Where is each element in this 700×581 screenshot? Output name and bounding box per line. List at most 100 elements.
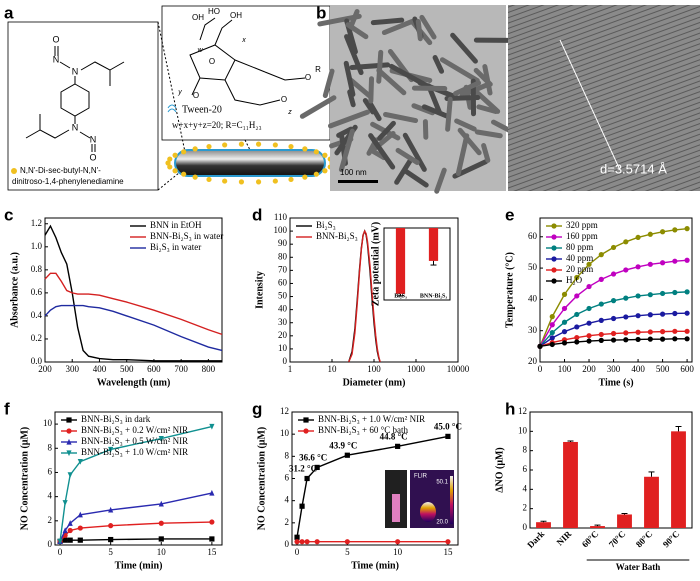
marker: [610, 298, 617, 304]
tween-molecule: [222, 142, 228, 148]
tem-rod: [345, 22, 369, 40]
y-tick-label: 10: [278, 343, 288, 353]
callout: [244, 139, 251, 151]
marker: [635, 329, 641, 335]
marker: [209, 423, 215, 430]
marker: [659, 329, 666, 335]
tween-molecule: [272, 142, 278, 148]
y-tick-label: 12: [280, 406, 289, 416]
marker: [586, 261, 592, 267]
tween-molecule: [288, 143, 294, 150]
y-tick-label: 0.8: [31, 264, 43, 274]
panel-label: d: [252, 205, 262, 224]
marker: [586, 320, 592, 326]
marker: [635, 336, 641, 343]
y-tick-label: 100: [274, 225, 288, 235]
marker: [66, 428, 72, 434]
plot-frame: [383, 227, 451, 301]
tem-rod: [343, 60, 356, 97]
atom-label: N: [72, 122, 79, 132]
y-tick-label: 10: [43, 418, 53, 428]
tem-rod: [368, 133, 396, 170]
molecule-name: N,N'-Di-sec-butyl-N,N'-: [20, 166, 101, 175]
legend-label: BNN-Bi₂S₃ in water: [150, 231, 223, 241]
tem-rod: [445, 96, 453, 132]
y-tick-label: 0: [523, 522, 528, 532]
tem-rod: [453, 80, 482, 97]
marker: [647, 312, 653, 318]
marker: [635, 293, 641, 299]
marker: [598, 317, 604, 323]
vial: [392, 494, 400, 522]
tem-rod: [362, 98, 376, 115]
series-line: [44, 272, 223, 336]
tem-rod: [411, 103, 435, 116]
marker: [67, 537, 73, 543]
marker: [672, 328, 678, 334]
y-tick-label: 8: [285, 450, 290, 460]
marker: [561, 319, 568, 325]
y-tick-label: 1.0: [31, 241, 43, 251]
marker: [549, 329, 555, 336]
y-axis-label: ΔNO (μM): [494, 447, 505, 493]
marker: [684, 289, 690, 295]
x-tick-label: Bi₂S₃: [394, 293, 407, 299]
marker: [158, 520, 164, 526]
marker: [574, 339, 580, 345]
atom-label: N: [53, 54, 60, 64]
x-tick-label: 10: [328, 364, 338, 374]
x-tick-label: 400: [631, 364, 645, 374]
marker: [304, 475, 310, 482]
y-tick-label: 0: [285, 539, 290, 549]
marker: [62, 527, 68, 534]
tem-rod: [328, 109, 371, 129]
y-tick-label: 10: [280, 428, 290, 438]
y-tick-label: 20: [278, 330, 288, 340]
marker: [610, 244, 617, 251]
tween-atom: x: [241, 37, 246, 44]
marker: [77, 525, 83, 531]
marker: [158, 500, 164, 507]
panel-label: f: [4, 399, 10, 418]
marker: [659, 260, 666, 266]
x-tick-label: BNN-Bi₂S₃: [420, 293, 447, 299]
tem-rod: [338, 128, 355, 173]
x-tick-label: 400: [93, 364, 107, 374]
marker: [647, 329, 653, 335]
marker: [598, 252, 604, 258]
legend-label: 320 ppm: [566, 220, 598, 230]
marker: [586, 333, 592, 339]
legend-label: BNN-Bi₂S₃ + 1.0 W/cm² NIR: [81, 447, 188, 457]
legend-label: BNN-Bi₂S₃: [316, 231, 358, 241]
marker: [294, 534, 300, 540]
marker: [561, 329, 568, 335]
y-tick-label: 0.0: [31, 356, 43, 366]
y-tick-label: 80: [278, 251, 288, 261]
y-tick-label: 2: [48, 515, 53, 525]
plot-frame: [54, 411, 223, 546]
bar: [428, 228, 439, 261]
legend-label: Bi₂S₃: [316, 220, 336, 230]
marker: [647, 231, 653, 237]
marker: [77, 511, 83, 518]
bar: [536, 522, 551, 528]
marker: [62, 537, 68, 543]
tem-rod: [370, 17, 405, 26]
tween-molecule: [302, 146, 308, 152]
x-tick-label: 600: [680, 364, 694, 374]
legend-label: BNN in EtOH: [150, 220, 202, 230]
y-tick-label: 70: [278, 264, 288, 274]
marker: [344, 452, 350, 458]
tem-rod: [299, 95, 337, 119]
x-tick-label: 10000: [447, 364, 470, 374]
marker: [395, 443, 401, 449]
y-tick-label: 2: [285, 517, 290, 527]
marker: [551, 234, 557, 240]
bar: [617, 514, 632, 528]
marker: [574, 274, 580, 281]
x-axis-label: Time (s): [598, 377, 633, 388]
legend-label: 80 ppm: [566, 242, 593, 252]
tween-molecule: [322, 168, 328, 174]
tween-atom: O: [193, 91, 199, 100]
marker: [445, 539, 451, 545]
